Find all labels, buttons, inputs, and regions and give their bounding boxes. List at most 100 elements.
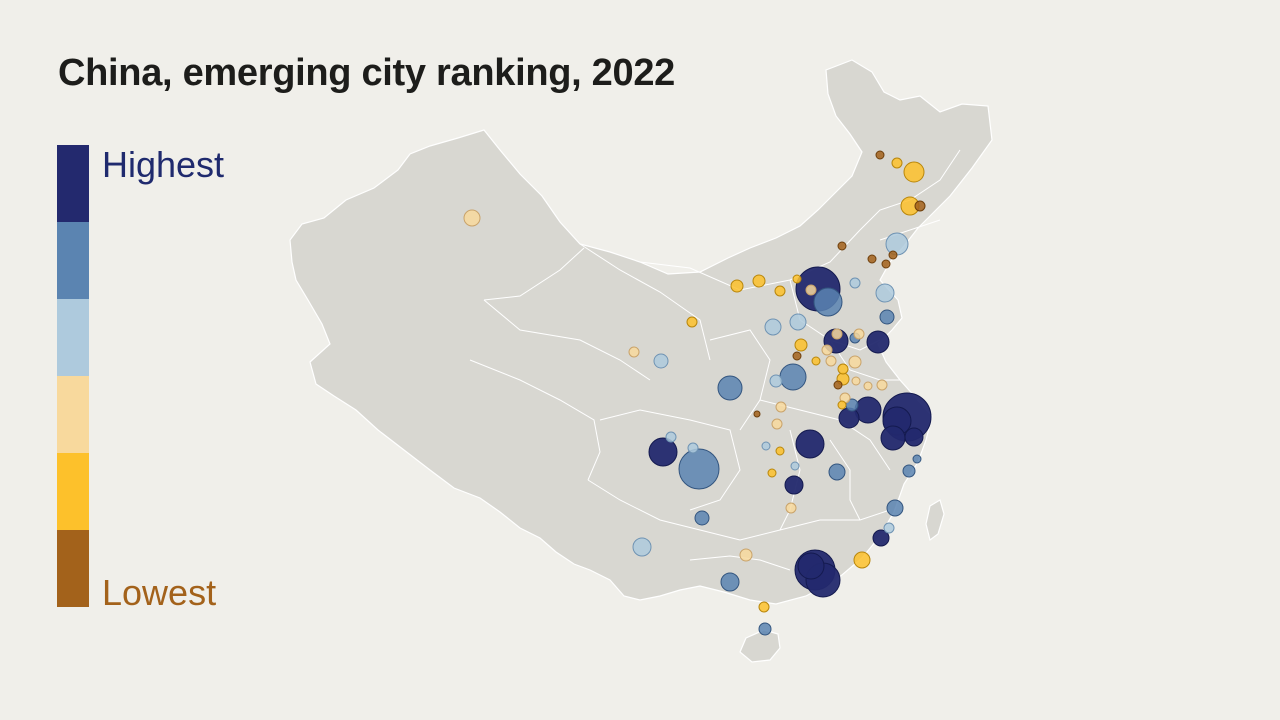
city-bubble-rank-2 — [686, 316, 698, 328]
city-bubble-rank-1 — [833, 380, 843, 390]
hainan-island — [739, 629, 781, 663]
legend-swatch-rank-1 — [57, 530, 89, 607]
city-bubble-rank-3 — [863, 381, 873, 391]
city-bubble-rank-2 — [730, 279, 744, 293]
legend-swatch-rank-5 — [57, 222, 89, 299]
city-bubble-rank-2 — [853, 551, 871, 569]
city-bubble-rank-6 — [838, 407, 860, 429]
city-bubble-rank-2 — [891, 157, 903, 169]
city-bubble-rank-3 — [851, 376, 861, 386]
rank-legend — [57, 145, 89, 607]
city-bubble-rank-3 — [831, 328, 843, 340]
border-south — [739, 509, 891, 541]
city-bubble-rank-2 — [837, 363, 849, 375]
city-bubble-rank-5 — [886, 499, 904, 517]
city-bubble-rank-3 — [876, 379, 888, 391]
city-bubble-rank-6 — [872, 529, 890, 547]
city-bubble-rank-4 — [790, 461, 800, 471]
city-bubble-rank-2 — [774, 285, 786, 297]
city-bubble-rank-5 — [779, 363, 807, 391]
city-bubble-rank-6 — [880, 425, 906, 451]
border-shandong — [829, 339, 900, 381]
border-shaanxi — [709, 329, 771, 431]
city-bubble-rank-3 — [771, 418, 783, 430]
city-bubble-rank-5 — [902, 464, 916, 478]
city-bubble-rank-4 — [653, 353, 669, 369]
city-bubble-rank-5 — [720, 572, 740, 592]
city-bubble-rank-2 — [811, 356, 821, 366]
city-bubble-rank-3 — [848, 355, 862, 369]
city-bubble-rank-4 — [875, 283, 895, 303]
border-yunnan — [587, 479, 741, 541]
city-bubble-rank-1 — [867, 254, 877, 264]
city-bubble-rank-5 — [678, 448, 720, 490]
city-bubble-rank-5 — [717, 375, 743, 401]
city-bubble-rank-3 — [825, 355, 837, 367]
legend-swatch-rank-4 — [57, 299, 89, 376]
city-bubble-rank-4 — [883, 522, 895, 534]
city-bubble-rank-4 — [769, 374, 783, 388]
city-bubble-rank-3 — [821, 344, 833, 356]
province-borders — [469, 149, 961, 571]
city-bubble-rank-1 — [914, 200, 926, 212]
city-bubble-rank-2 — [767, 468, 777, 478]
mainland-outline — [289, 59, 993, 605]
city-bubble-rank-2 — [775, 446, 785, 456]
city-bubble-rank-5 — [828, 463, 846, 481]
city-bubble-rank-2 — [752, 274, 766, 288]
city-bubble-rank-1 — [792, 351, 802, 361]
city-bubble-rank-4 — [761, 441, 771, 451]
city-bubble-rank-6 — [784, 475, 804, 495]
border-xinjiang — [483, 247, 585, 301]
city-bubble-rank-5 — [879, 309, 895, 325]
city-bubble-rank-1 — [753, 410, 761, 418]
taiwan-island — [925, 499, 945, 542]
legend-swatch-rank-2 — [57, 453, 89, 530]
city-bubble-rank-6 — [866, 330, 890, 354]
city-bubble-rank-4 — [789, 313, 807, 331]
city-bubble-rank-4 — [849, 277, 861, 289]
city-bubble-rank-3 — [463, 209, 481, 227]
city-bubble-rank-1 — [888, 250, 898, 260]
legend-label-highest: Highest — [102, 144, 225, 185]
city-bubble-rank-4 — [885, 232, 909, 256]
city-bubble-rank-4 — [665, 431, 677, 443]
city-bubble-rank-3 — [628, 346, 640, 358]
legend-swatch-rank-3 — [57, 376, 89, 453]
city-bubbles — [463, 150, 932, 636]
border-gansu — [579, 243, 711, 361]
city-bubble-rank-6 — [797, 552, 825, 580]
city-bubble-rank-4 — [632, 537, 652, 557]
city-bubble-rank-2 — [903, 161, 925, 183]
border-tibet — [469, 359, 601, 481]
city-bubble-rank-5 — [758, 622, 772, 636]
legend-swatch-rank-6 — [57, 145, 89, 222]
city-bubble-rank-4 — [764, 318, 782, 336]
city-bubble-rank-6 — [795, 429, 825, 459]
city-bubble-rank-3 — [805, 284, 817, 296]
border-inner-mongolia — [639, 229, 861, 291]
city-bubble-rank-5 — [912, 454, 922, 464]
border-sichuan — [599, 409, 741, 511]
city-bubble-rank-2 — [758, 601, 770, 613]
city-bubble-rank-3 — [775, 401, 787, 413]
legend-label-lowest: Lowest — [102, 572, 217, 613]
china-landmass — [289, 59, 993, 663]
city-bubble-rank-1 — [837, 241, 847, 251]
city-bubble-rank-3 — [853, 328, 865, 340]
border-qinghai — [483, 299, 651, 381]
city-bubble-rank-4 — [687, 442, 699, 454]
border-jiangxi — [829, 439, 861, 521]
city-bubble-rank-3 — [785, 502, 797, 514]
city-bubble-rank-6 — [904, 427, 924, 447]
city-bubble-rank-3 — [739, 548, 753, 562]
city-bubble-rank-5 — [813, 287, 843, 317]
city-bubble-rank-2 — [792, 274, 802, 284]
map-title: China, emerging city ranking, 2022 — [58, 52, 676, 94]
city-bubble-rank-5 — [694, 510, 710, 526]
city-bubble-rank-6 — [648, 437, 678, 467]
city-bubble-rank-2 — [837, 400, 847, 410]
city-bubble-rank-1 — [881, 259, 891, 269]
city-bubble-rank-1 — [875, 150, 885, 160]
